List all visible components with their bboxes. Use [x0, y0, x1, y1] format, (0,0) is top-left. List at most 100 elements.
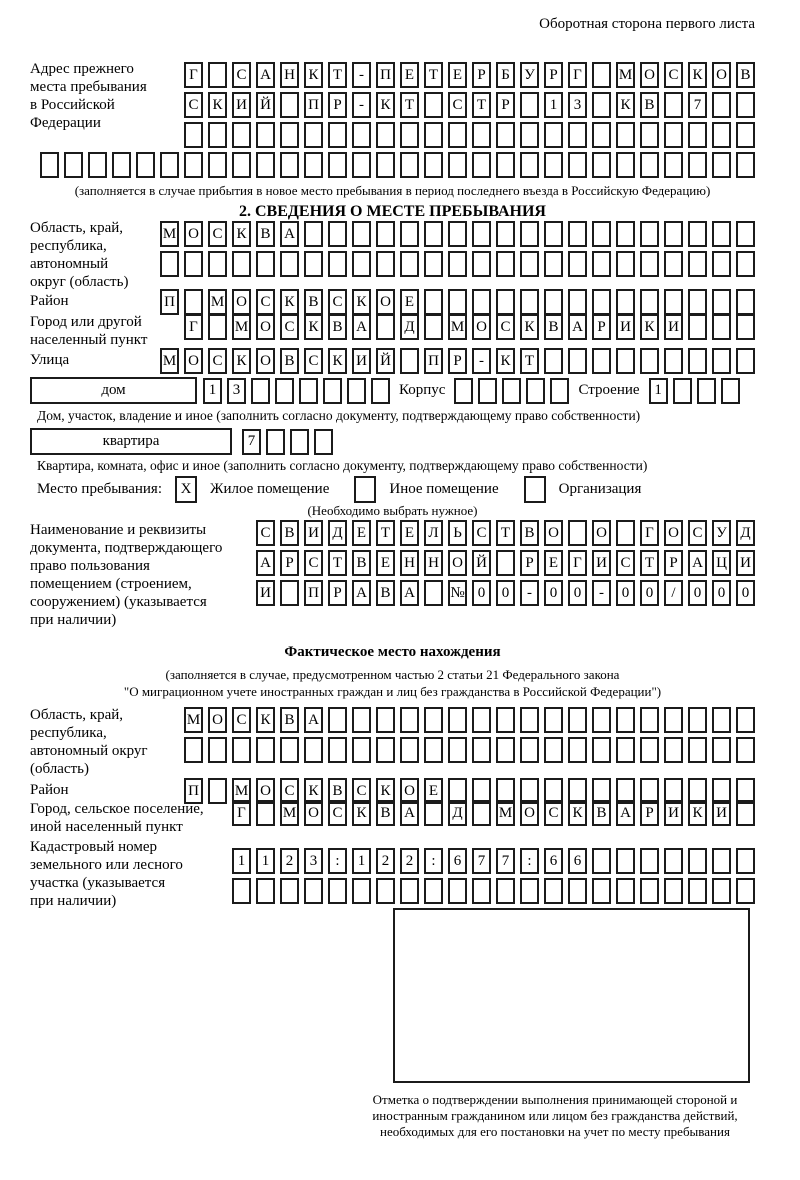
char-box[interactable] — [424, 251, 443, 277]
char-box[interactable] — [736, 122, 755, 148]
char-box[interactable]: У — [520, 62, 539, 88]
char-box[interactable] — [712, 314, 731, 340]
char-box[interactable]: О — [232, 289, 251, 315]
char-box[interactable] — [256, 122, 275, 148]
char-box[interactable]: В — [280, 707, 299, 733]
char-box[interactable]: М — [208, 289, 227, 315]
char-box[interactable] — [568, 348, 587, 374]
char-box[interactable] — [640, 737, 659, 763]
char-box[interactable] — [472, 737, 491, 763]
char-box[interactable]: П — [184, 778, 203, 804]
char-box[interactable]: О — [544, 520, 563, 546]
char-box[interactable]: А — [280, 221, 299, 247]
char-box[interactable] — [592, 122, 611, 148]
char-box[interactable]: К — [304, 314, 323, 340]
char-box[interactable] — [520, 221, 539, 247]
char-box[interactable]: В — [280, 520, 299, 546]
char-box[interactable]: Е — [376, 550, 395, 576]
char-box[interactable] — [616, 348, 635, 374]
char-box[interactable]: К — [496, 348, 515, 374]
char-box[interactable] — [256, 152, 275, 178]
char-box[interactable] — [592, 62, 611, 88]
char-box[interactable] — [544, 221, 563, 247]
char-box[interactable] — [400, 122, 419, 148]
char-box[interactable] — [664, 707, 683, 733]
char-box[interactable]: К — [520, 314, 539, 340]
char-box[interactable] — [496, 251, 515, 277]
char-box[interactable]: В — [280, 348, 299, 374]
char-box[interactable] — [256, 800, 275, 826]
char-box[interactable] — [314, 428, 333, 455]
char-box[interactable]: С — [208, 348, 227, 374]
char-box[interactable] — [304, 878, 323, 904]
char-box[interactable]: Д — [328, 520, 347, 546]
char-box[interactable]: : — [424, 848, 443, 874]
char-box[interactable] — [736, 152, 755, 178]
char-box[interactable] — [520, 878, 539, 904]
char-box[interactable] — [448, 152, 467, 178]
checkbox-other-premises[interactable] — [354, 476, 377, 503]
char-box[interactable] — [424, 152, 443, 178]
char-box[interactable]: 6 — [448, 848, 467, 874]
char-box[interactable]: К — [232, 221, 251, 247]
char-box[interactable] — [496, 122, 515, 148]
char-box[interactable] — [424, 707, 443, 733]
char-box[interactable]: Р — [592, 314, 611, 340]
char-box[interactable] — [568, 221, 587, 247]
char-box[interactable] — [472, 878, 491, 904]
char-box[interactable] — [448, 251, 467, 277]
char-box[interactable] — [280, 152, 299, 178]
char-box[interactable] — [496, 550, 515, 576]
char-box[interactable]: Т — [376, 520, 395, 546]
char-box[interactable] — [251, 377, 270, 404]
char-box[interactable] — [328, 122, 347, 148]
char-box[interactable]: : — [520, 848, 539, 874]
char-box[interactable]: А — [400, 800, 419, 826]
char-box[interactable]: Д — [400, 314, 419, 340]
char-box[interactable] — [592, 707, 611, 733]
char-box[interactable] — [640, 848, 659, 874]
char-box[interactable] — [616, 152, 635, 178]
char-box[interactable] — [568, 152, 587, 178]
char-box[interactable] — [208, 62, 227, 88]
char-box[interactable]: Е — [544, 550, 563, 576]
char-box[interactable] — [640, 152, 659, 178]
char-box[interactable]: С — [208, 221, 227, 247]
char-box[interactable] — [720, 377, 740, 404]
char-box[interactable]: И — [664, 800, 683, 826]
char-box[interactable] — [592, 848, 611, 874]
char-box[interactable] — [616, 848, 635, 874]
char-box[interactable]: О — [376, 289, 395, 315]
char-box[interactable]: Н — [400, 550, 419, 576]
char-box[interactable] — [544, 737, 563, 763]
char-box[interactable]: 7 — [242, 428, 261, 455]
char-box[interactable] — [688, 152, 707, 178]
char-box[interactable]: К — [640, 314, 659, 340]
char-box[interactable] — [688, 848, 707, 874]
char-box[interactable] — [736, 848, 755, 874]
char-box[interactable] — [352, 221, 371, 247]
char-box[interactable]: Т — [400, 92, 419, 118]
char-box[interactable]: 2 — [280, 848, 299, 874]
char-box[interactable]: - — [352, 62, 371, 88]
char-box[interactable] — [328, 707, 347, 733]
char-box[interactable] — [568, 251, 587, 277]
char-box[interactable] — [280, 251, 299, 277]
char-box[interactable] — [616, 878, 635, 904]
char-box[interactable] — [400, 221, 419, 247]
char-box[interactable]: И — [592, 550, 611, 576]
char-box[interactable]: О — [256, 778, 275, 804]
char-box[interactable]: К — [568, 800, 587, 826]
char-box[interactable] — [184, 122, 203, 148]
char-box[interactable]: О — [184, 348, 203, 374]
char-box[interactable]: 0 — [688, 580, 707, 606]
char-box[interactable] — [736, 314, 755, 340]
char-box[interactable] — [544, 122, 563, 148]
char-box[interactable] — [290, 428, 309, 455]
char-box[interactable]: 7 — [496, 848, 515, 874]
char-box[interactable]: О — [400, 778, 419, 804]
char-box[interactable]: С — [328, 289, 347, 315]
char-box[interactable] — [400, 152, 419, 178]
char-box[interactable] — [664, 737, 683, 763]
char-box[interactable]: А — [400, 580, 419, 606]
